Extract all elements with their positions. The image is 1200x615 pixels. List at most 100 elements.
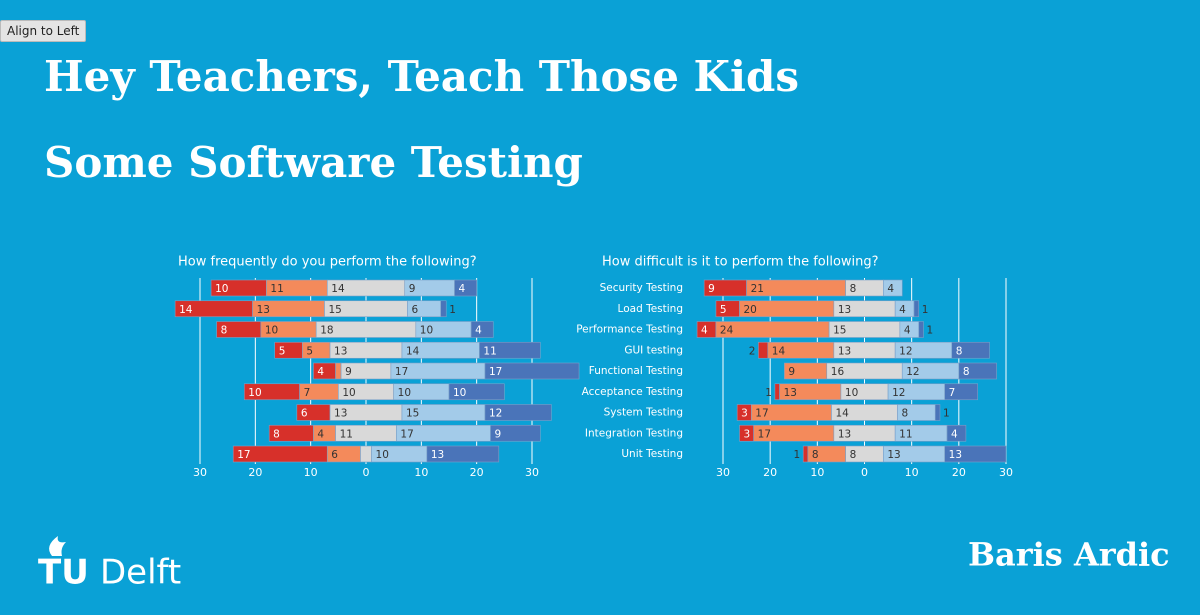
data-label: 13	[257, 304, 270, 316]
data-label: 4	[899, 304, 906, 316]
data-label: 17	[755, 408, 768, 420]
category-label: Functional Testing	[589, 365, 683, 377]
data-label: 11	[270, 283, 283, 295]
bar-segment	[448, 383, 505, 401]
author: Baris Ardic	[968, 536, 1170, 574]
data-label: 11	[483, 345, 496, 357]
data-label: 5	[279, 345, 286, 357]
logo-flame	[49, 536, 66, 556]
x-tick-label: 30	[999, 466, 1013, 479]
data-label: 14	[835, 408, 849, 420]
bar-segment	[426, 445, 500, 463]
data-label: 13	[334, 345, 347, 357]
data-label: 5	[720, 304, 727, 316]
data-label: 10	[376, 449, 389, 461]
x-tick-label: 0	[363, 466, 370, 479]
data-label: 12	[489, 408, 502, 420]
bar-segment	[944, 383, 979, 401]
data-label: 8	[221, 325, 228, 337]
data-label: 17	[758, 428, 771, 440]
x-tick-label: 30	[716, 466, 730, 479]
data-label: 17	[395, 366, 408, 378]
data-label: 8	[850, 283, 857, 295]
data-label: 20	[744, 304, 757, 316]
data-label: 10	[398, 387, 411, 399]
bar-segment	[946, 424, 967, 442]
data-label: 1	[926, 325, 933, 337]
data-label: 7	[949, 387, 956, 399]
data-label: 4	[475, 325, 482, 337]
data-label: 14	[179, 304, 193, 316]
data-label: 13	[431, 449, 444, 461]
data-label: 4	[317, 428, 324, 440]
category-label: Performance Testing	[576, 324, 683, 336]
x-tick-label: 20	[470, 466, 484, 479]
x-tick-label: 10	[905, 466, 919, 479]
data-label: 10	[215, 283, 228, 295]
data-label: 4	[887, 283, 894, 295]
data-label: 24	[720, 325, 734, 337]
data-label: 8	[273, 428, 280, 440]
bar-segment	[944, 445, 1007, 463]
x-tick-label: 30	[193, 466, 207, 479]
data-label: 14	[772, 345, 786, 357]
bar-segment	[934, 404, 941, 421]
data-label: 13	[838, 304, 851, 316]
category-label: Load Testing	[618, 303, 683, 315]
align-button[interactable]: Align to Left	[0, 20, 87, 42]
data-label: 1	[449, 304, 456, 316]
data-label: 1	[943, 408, 950, 420]
data-label: 6	[412, 304, 419, 316]
category-label: Security Testing	[600, 282, 683, 294]
data-label: 3	[741, 408, 748, 420]
logo-text: TU	[38, 553, 89, 593]
data-label: 8	[902, 408, 909, 420]
x-tick-label: 30	[525, 466, 539, 479]
chart-title: How difficult is it to perform the follo…	[602, 255, 879, 270]
data-label: 12	[892, 387, 905, 399]
data-label: 11	[899, 428, 912, 440]
data-label: 9	[708, 283, 715, 295]
data-label: 8	[850, 449, 857, 461]
data-label: 5	[306, 345, 313, 357]
data-label: 13	[838, 428, 851, 440]
data-label: 2	[749, 345, 756, 357]
data-label: 9	[409, 283, 416, 295]
bar-segment	[758, 341, 769, 359]
data-label: 7	[304, 387, 311, 399]
data-label: 9	[345, 366, 352, 378]
data-label: 6	[331, 449, 338, 461]
bar-segment	[951, 341, 990, 359]
bar-segment	[335, 362, 342, 380]
data-label: 12	[906, 366, 919, 378]
data-label: 10	[265, 325, 278, 337]
data-label: 14	[406, 345, 420, 357]
title-line: Hey Teachers, Teach Those Kids	[44, 52, 800, 101]
category-label: GUI testing	[624, 344, 683, 356]
bar-segment	[479, 341, 541, 359]
data-label: 11	[340, 428, 353, 440]
data-label: 15	[329, 304, 342, 316]
data-label: 17	[489, 366, 502, 378]
bar-segment	[913, 300, 920, 318]
bar-segment	[774, 383, 780, 401]
bar-segment	[360, 445, 372, 463]
data-label: 13	[334, 408, 347, 420]
data-label: 13	[949, 449, 962, 461]
data-label: 13	[784, 387, 797, 399]
data-label: 9	[788, 366, 795, 378]
data-label: 14	[331, 283, 345, 295]
data-label: 10	[453, 387, 466, 399]
bar-segment	[484, 404, 552, 421]
bar-segment	[490, 424, 541, 442]
data-label: 13	[838, 345, 851, 357]
data-label: 8	[812, 449, 819, 461]
data-label: 1	[793, 449, 800, 461]
x-tick-label: 10	[304, 466, 318, 479]
bar-segment	[484, 362, 580, 380]
bar-segment	[454, 279, 477, 297]
chart-title: How frequently do you perform the follow…	[178, 255, 477, 270]
data-label: 10	[845, 387, 858, 399]
x-tick-label: 20	[248, 466, 262, 479]
data-label: 15	[406, 408, 419, 420]
